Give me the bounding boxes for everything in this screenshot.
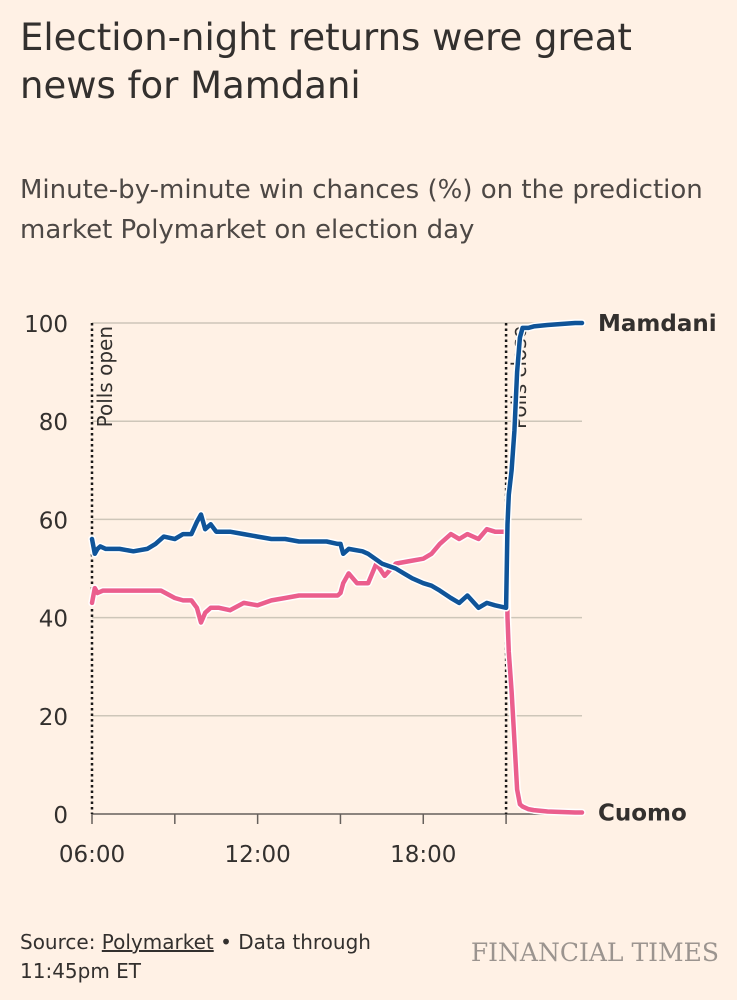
y-tick-label-100: 100 — [24, 312, 68, 338]
series-line-cuomo — [89, 526, 585, 815]
source-prefix: Source: — [20, 930, 102, 954]
x-tick-label: 18:00 — [390, 842, 456, 868]
annotations: Polls open Polls close — [90, 323, 531, 814]
y-tick-label-20: 20 — [39, 705, 68, 731]
annotation-label-0: Polls open — [93, 326, 117, 427]
source-suffix: • Data through 11:45pm ET — [20, 930, 371, 983]
y-axis-ticks: 0 20 40 60 80 100 — [24, 312, 68, 829]
x-axis: 06:00 12:00 18:00 — [59, 813, 582, 868]
series-lines — [88, 319, 586, 817]
source-note: Source: Polymarket • Data through 11:45p… — [20, 928, 420, 986]
series-label-cuomo: Cuomo — [598, 801, 687, 827]
y-tick-label-0: 0 — [53, 803, 68, 829]
source-link[interactable]: Polymarket — [101, 930, 214, 954]
x-tick-label: 12:00 — [224, 842, 290, 868]
ft-logo: FINANCIAL TIMES — [470, 938, 719, 967]
series-labels: Mamdani Cuomo — [598, 311, 717, 827]
gridlines — [92, 322, 582, 717]
x-tick-label: 06:00 — [59, 842, 125, 868]
line-chart: 0 20 40 60 80 100 06:00 12:00 18:00 Polls open P… — [24, 311, 717, 868]
chart-subtitle: Minute-by-minute win chances (%) on the … — [20, 175, 703, 245]
y-tick-label-80: 80 — [39, 410, 68, 436]
y-tick-label-40: 40 — [39, 607, 68, 633]
series-line-mamdani — [89, 320, 585, 611]
y-tick-label-60: 60 — [39, 508, 68, 534]
chart-title: Election-night returns were great news f… — [20, 16, 632, 107]
series-label-mamdani: Mamdani — [598, 311, 717, 337]
